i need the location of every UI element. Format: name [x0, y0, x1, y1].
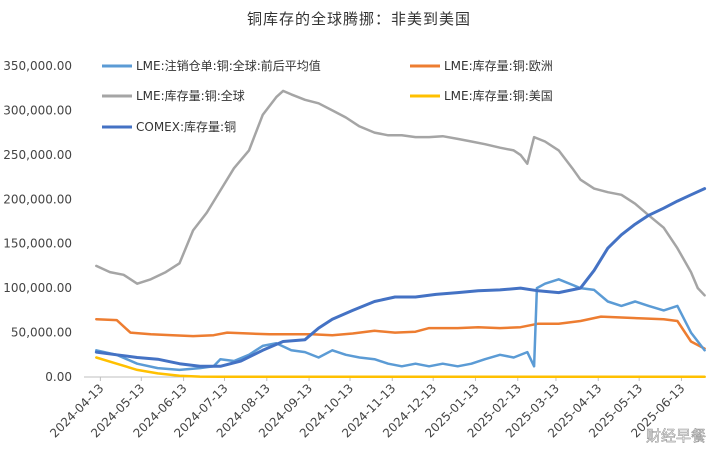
legend-label: LME:库存量:铜:美国 [444, 88, 553, 103]
y-tick-label: 300,000.00 [3, 103, 72, 117]
series-line [95, 89, 706, 297]
watermark: 财经早餐 [646, 427, 706, 445]
series-line [94, 187, 707, 368]
y-tick-label: 50,000.00 [11, 326, 72, 340]
legend-label: LME:库存量:铜:全球 [136, 88, 245, 103]
y-tick-label: 200,000.00 [3, 192, 72, 206]
legend-label: LME:注销仓单:铜:全球:前后平均值 [136, 58, 321, 73]
x-axis: 2024-04-132024-05-132024-06-132024-07-13… [47, 376, 706, 440]
y-tick-label: 100,000.00 [3, 281, 72, 295]
series-line [95, 278, 706, 372]
series-line [95, 356, 706, 379]
chart-title: 铜库存的全球腾挪：非美到美国 [247, 10, 471, 28]
y-tick-label: 150,000.00 [3, 237, 72, 251]
legend: LME:注销仓单:铜:全球:前后平均值 LME:库存量:铜:欧洲 LME:库存量:铜… [102, 58, 553, 134]
legend-label: COMEX:库存量:铜 [136, 119, 236, 134]
series-layer [94, 89, 707, 379]
legend-label: LME:库存量:铜:欧洲 [444, 58, 553, 73]
y-axis: 0.00 50,000.00 100,000.00 150,000.00 200,000… [3, 59, 72, 384]
y-tick-label: 250,000.00 [3, 148, 72, 162]
y-tick-label: 0.00 [45, 370, 72, 384]
y-tick-label: 350,000.00 [3, 59, 72, 73]
series-line [95, 315, 706, 350]
